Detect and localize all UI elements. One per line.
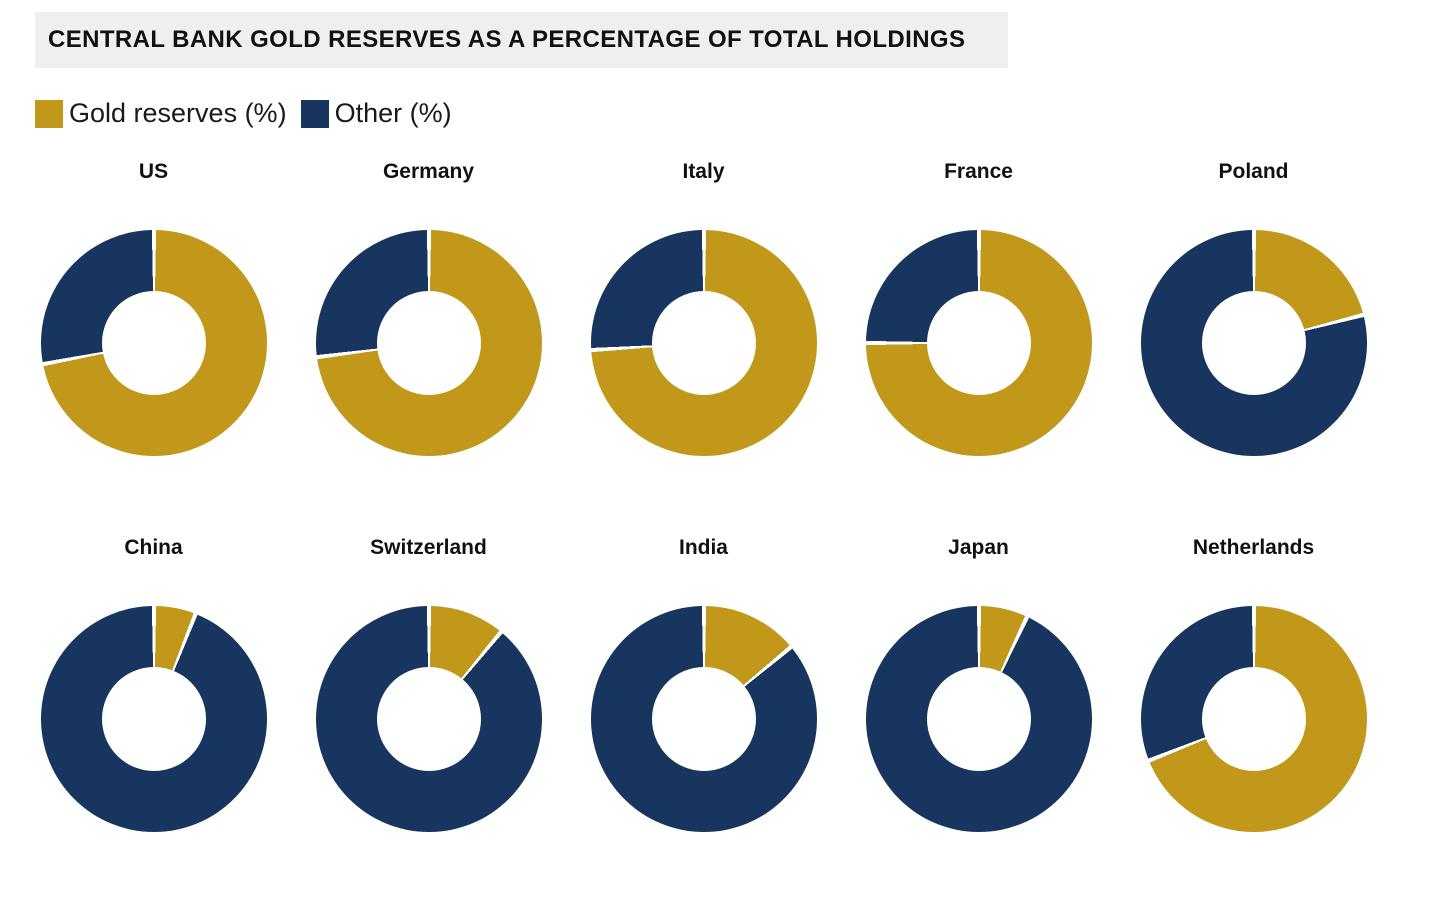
donut-hole <box>101 667 206 771</box>
donut-hole <box>1201 667 1306 771</box>
donut-hole <box>376 291 481 395</box>
country-label: France <box>944 160 1013 183</box>
donut-chart-5 <box>40 606 267 832</box>
donut-chart-1 <box>315 230 542 456</box>
donut-hole <box>376 667 481 771</box>
donut-cell-4: Poland <box>1116 160 1391 456</box>
donut-chart-0 <box>40 230 267 456</box>
country-label: India <box>678 536 728 559</box>
donut-chart-8 <box>865 606 1092 832</box>
donut-hole <box>101 291 206 395</box>
donut-cell-6: Switzerland <box>291 536 566 832</box>
donut-chart-6 <box>315 606 542 832</box>
legend: Gold reserves (%) Other (%) <box>35 98 466 129</box>
donut-hole <box>651 291 756 395</box>
donut-cell-1: Germany <box>291 160 566 456</box>
donut-chart-7 <box>590 606 817 832</box>
donut-cell-0: US <box>16 160 291 456</box>
donut-cell-7: India <box>566 536 841 832</box>
country-label: Poland <box>1218 160 1289 183</box>
donut-cell-5: China <box>16 536 291 832</box>
donut-chart-2 <box>590 230 817 456</box>
donut-cell-2: Italy <box>566 160 841 456</box>
country-label: Netherlands <box>1192 536 1315 559</box>
country-label: US <box>138 160 169 183</box>
donut-cell-3: France <box>841 160 1116 456</box>
donut-chart-9 <box>1140 606 1367 832</box>
legend-label-other: Other (%) <box>334 98 452 128</box>
country-label: China <box>124 536 183 559</box>
donut-hole <box>926 667 1031 771</box>
legend-item-gold: Gold reserves (%) <box>35 98 287 129</box>
donut-chart-4 <box>1140 230 1367 456</box>
country-label: Germany <box>382 160 475 183</box>
country-label: Switzerland <box>370 536 487 559</box>
donut-cell-8: Japan <box>841 536 1116 832</box>
country-label: Italy <box>682 160 725 183</box>
chart-title-bar: CENTRAL BANK GOLD RESERVES AS A PERCENTA… <box>35 12 1008 68</box>
donut-hole <box>926 291 1031 395</box>
legend-item-other: Other (%) <box>300 98 452 129</box>
legend-label-gold: Gold reserves (%) <box>69 98 287 128</box>
donut-chart-grid: US Germany Italy France Poland <box>16 160 1391 832</box>
donut-hole <box>651 667 756 771</box>
country-label: Japan <box>948 536 1009 559</box>
donut-chart-3 <box>865 230 1092 456</box>
chart-title: CENTRAL BANK GOLD RESERVES AS A PERCENTA… <box>48 26 966 53</box>
donut-cell-9: Netherlands <box>1116 536 1391 832</box>
donut-hole <box>1201 291 1306 395</box>
other-swatch-icon <box>300 99 329 128</box>
gold-swatch-icon <box>35 99 63 128</box>
